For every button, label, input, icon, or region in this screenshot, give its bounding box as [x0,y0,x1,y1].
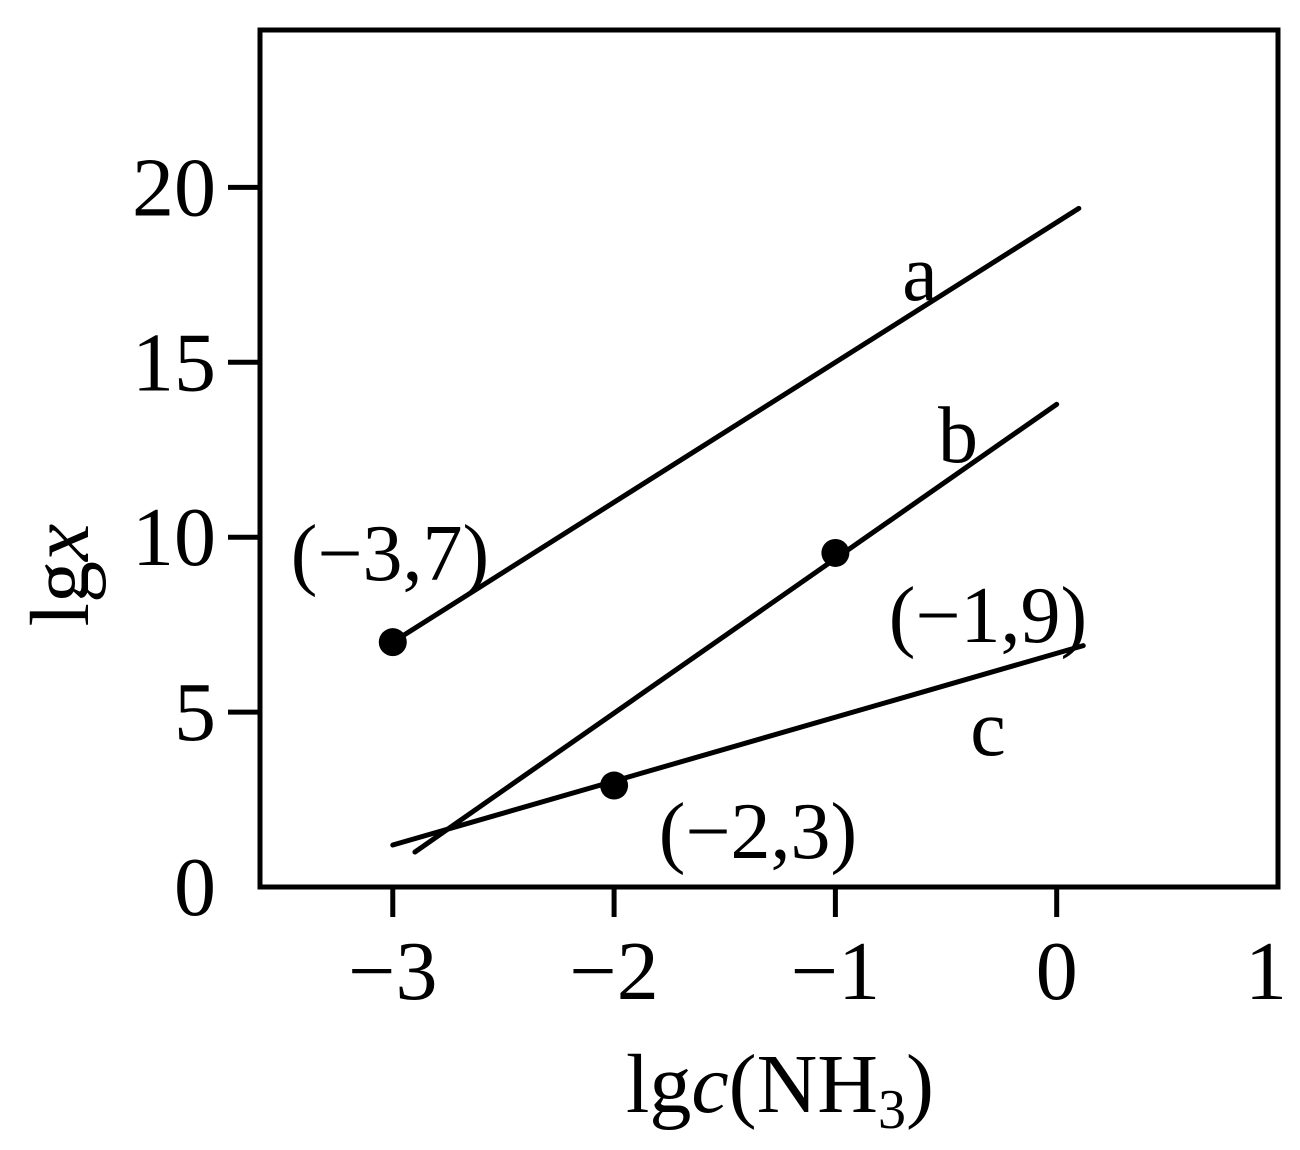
x-axis: −3 −2 −1 0 1 [348,887,1287,1018]
y-tick-label: 15 [132,316,216,409]
y-tick-label: 20 [132,141,216,234]
annotations: ab c (−3,7) (−1,9) (−2,3) [291,230,1087,876]
y-tick-label: 5 [174,666,216,759]
x-tick-label: 0 [1036,925,1078,1018]
series-label-c: c [970,685,1006,773]
x-tick-label: −2 [569,925,658,1018]
x-tick-label: 1 [1245,925,1287,1018]
series-label-b: b [938,392,978,480]
y-tick-label: 10 [132,491,216,584]
data-point-label: (−1,9) [889,572,1087,660]
y-axis: 0 5 10 15 20 [132,141,260,934]
x-tick-label: −3 [348,925,437,1018]
y-tick-label: 0 [174,841,216,934]
x-tick-label: −1 [791,925,880,1018]
series-lines [390,205,1086,855]
series-line-c [390,643,1086,848]
plot-frame [257,27,1281,890]
data-points [378,538,850,800]
data-point-marker [378,628,407,657]
series-label-a: a [902,230,938,318]
data-point-marker [821,538,850,567]
x-axis-title: lgc(NH3) [626,1038,934,1141]
data-point-marker [600,771,629,800]
series-line-a [390,205,1082,645]
data-point-label: (−3,7) [291,510,489,598]
y-axis-title: lgx [14,524,107,627]
series-line-b [412,401,1060,855]
data-point-label: (−2,3) [659,788,857,876]
